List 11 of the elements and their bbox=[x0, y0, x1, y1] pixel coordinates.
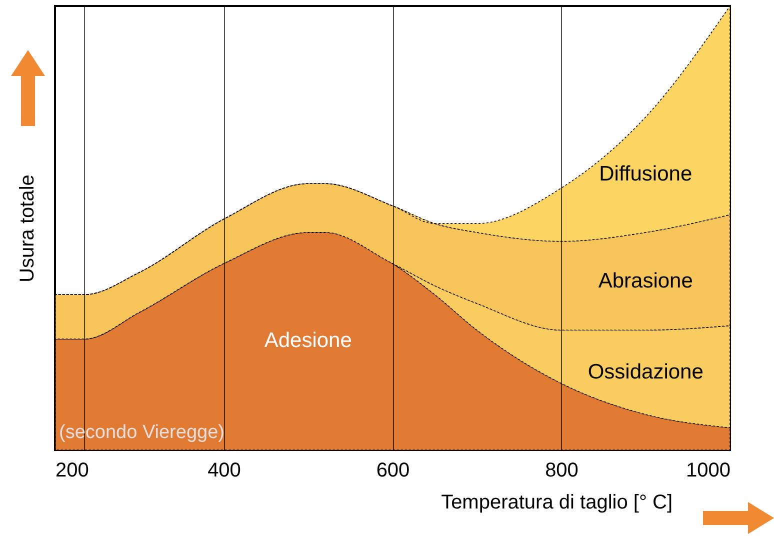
series-label: Diffusione bbox=[599, 162, 692, 186]
series-label: Adesione bbox=[264, 329, 352, 352]
x-tick-label: 1000 bbox=[686, 460, 730, 482]
series-label: Ossidazione bbox=[588, 360, 704, 384]
y-axis-title: Usura totale bbox=[16, 174, 38, 282]
x-tick-label: 400 bbox=[208, 460, 241, 482]
x-axis-title: Temperatura di taglio [° C] bbox=[441, 492, 672, 514]
x-tick-label: 600 bbox=[376, 460, 410, 482]
series-label: Abrasione bbox=[598, 269, 693, 292]
x-tick-label: 200 bbox=[56, 460, 89, 482]
x-tick-label: 800 bbox=[545, 460, 578, 482]
